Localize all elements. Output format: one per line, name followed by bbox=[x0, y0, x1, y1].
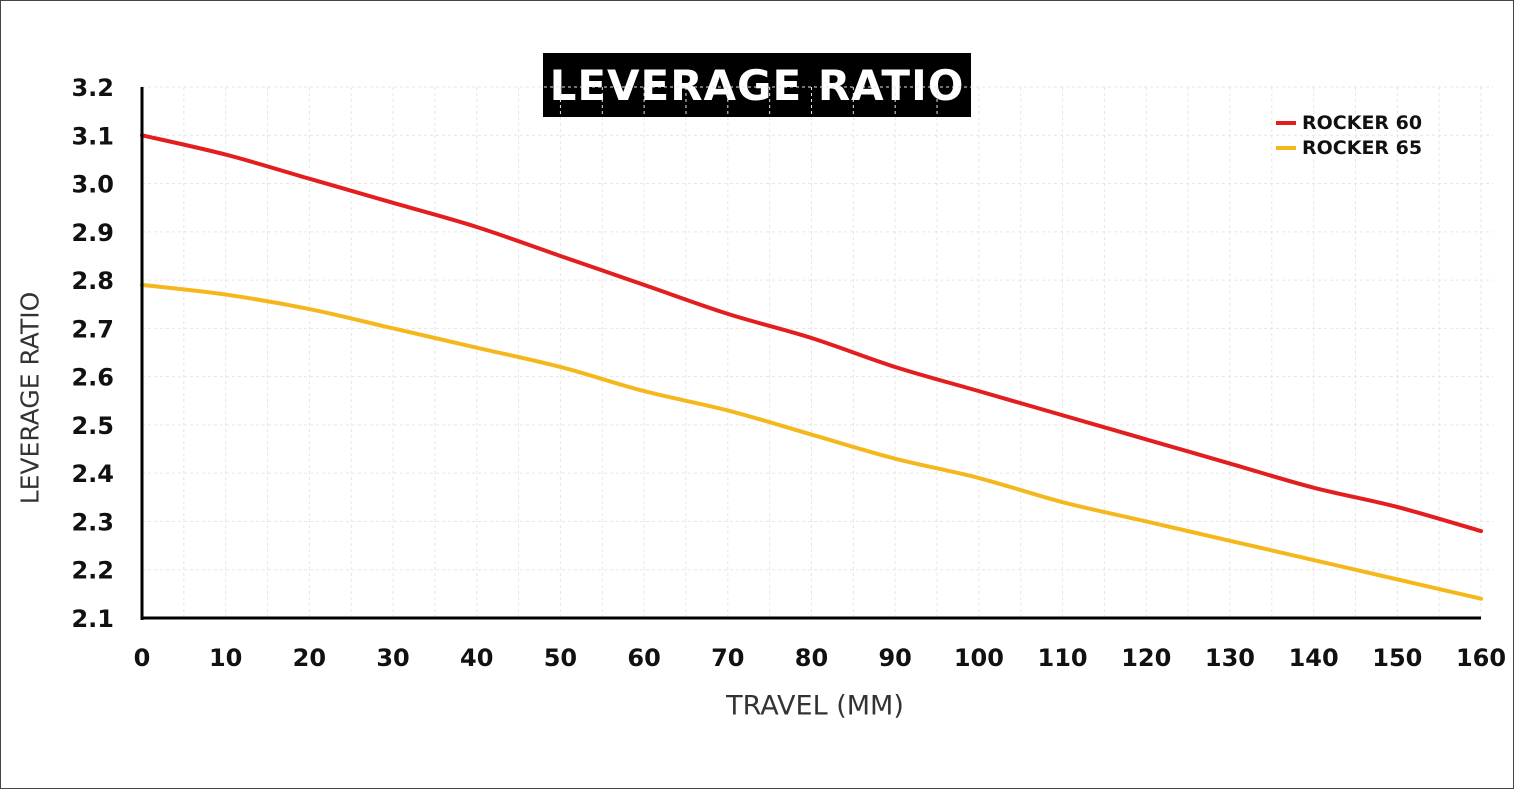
x-tick-label: 110 bbox=[1038, 644, 1088, 672]
chart-title: LEVERAGE RATIO bbox=[543, 53, 971, 117]
x-axis-label: TRAVEL (MM) bbox=[726, 690, 904, 722]
x-tick-label: 0 bbox=[134, 644, 151, 672]
series-line-rocker-65 bbox=[140, 282, 1483, 601]
x-tick-label: 70 bbox=[711, 644, 744, 672]
x-tick-label: 80 bbox=[795, 644, 828, 672]
series-line-rocker-60 bbox=[140, 133, 1483, 534]
x-tick-label: 100 bbox=[954, 644, 1004, 672]
x-tick-label: 90 bbox=[878, 644, 911, 672]
y-tick-label: 2.5 bbox=[71, 412, 114, 440]
legend: ROCKER 60 ROCKER 65 bbox=[1276, 110, 1422, 160]
x-tick-label: 130 bbox=[1205, 644, 1255, 672]
grid bbox=[142, 86, 1493, 618]
x-tick-label: 150 bbox=[1372, 644, 1422, 672]
y-tick-label: 2.4 bbox=[71, 460, 114, 488]
x-tick-label: 10 bbox=[209, 644, 242, 672]
legend-item-rocker-60: ROCKER 60 bbox=[1276, 110, 1422, 135]
y-tick-label: 3.1 bbox=[71, 122, 114, 150]
y-tick-label: 2.8 bbox=[71, 267, 114, 295]
y-tick-label: 2.7 bbox=[71, 315, 114, 343]
y-tick-label: 2.6 bbox=[71, 364, 114, 392]
x-tick-label: 160 bbox=[1456, 644, 1506, 672]
y-tick-label: 2.2 bbox=[71, 557, 114, 585]
x-tick-label: 50 bbox=[544, 644, 577, 672]
x-tick-label: 20 bbox=[293, 644, 326, 672]
y-tick-label: 3.0 bbox=[71, 171, 114, 199]
legend-swatch-rocker-60 bbox=[1276, 120, 1296, 125]
legend-item-rocker-65: ROCKER 65 bbox=[1276, 135, 1422, 160]
x-tick-label: 60 bbox=[627, 644, 660, 672]
y-tick-label: 2.3 bbox=[71, 508, 114, 536]
y-tick-label: 2.1 bbox=[71, 605, 114, 633]
x-tick-label: 140 bbox=[1289, 644, 1339, 672]
legend-swatch-rocker-65 bbox=[1276, 145, 1296, 150]
x-tick-label: 120 bbox=[1121, 644, 1171, 672]
y-tick-label: 2.9 bbox=[71, 219, 114, 247]
x-tick-label: 40 bbox=[460, 644, 493, 672]
axes bbox=[140, 87, 1481, 620]
series-layer bbox=[140, 133, 1483, 601]
legend-label-rocker-65: ROCKER 65 bbox=[1302, 136, 1423, 159]
tick-labels: 2.1 2.2 2.3 2.4 2.5 2.6 2.7 2.8 2.9 3.0 3.1 3.2 0 10 2… bbox=[71, 74, 1506, 672]
x-tick-label: 30 bbox=[376, 644, 409, 672]
legend-label-rocker-60: ROCKER 60 bbox=[1302, 111, 1423, 134]
y-tick-label: 3.2 bbox=[71, 74, 114, 102]
